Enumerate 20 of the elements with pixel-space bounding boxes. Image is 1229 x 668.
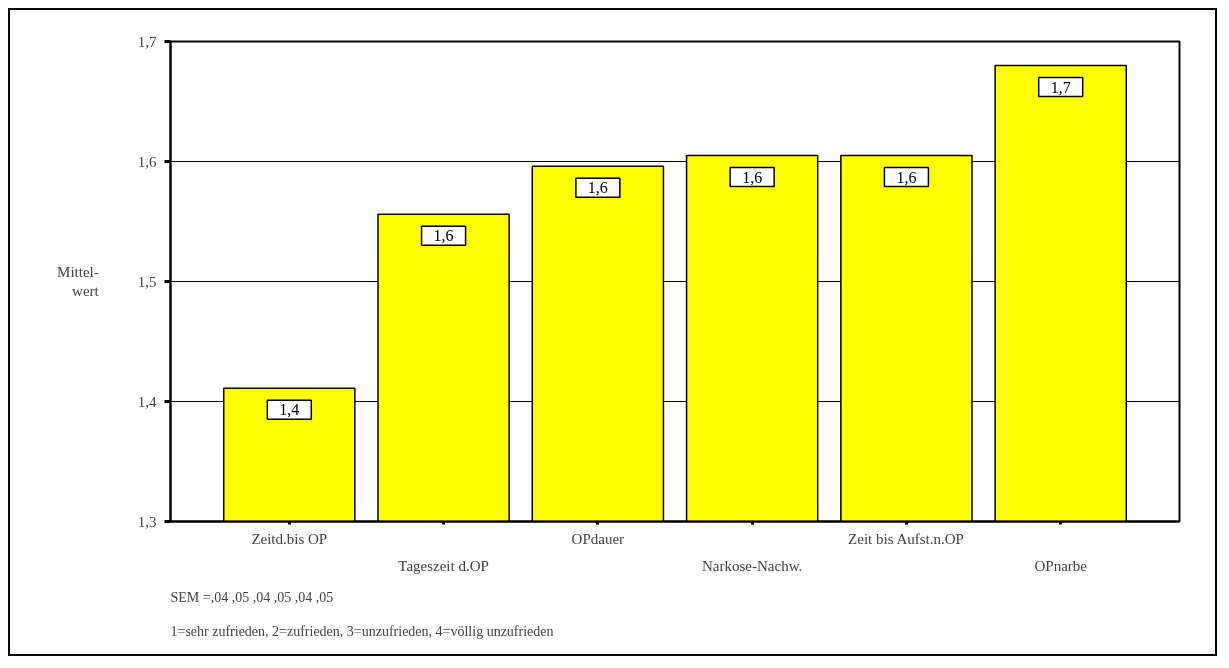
data-label: 1,6 [433, 227, 454, 245]
y-tick-label: 1,5 [137, 273, 157, 290]
y-tick-label: 1,4 [137, 393, 157, 410]
data-label: 1,4 [279, 401, 300, 419]
data-label: 1,6 [742, 168, 763, 186]
data-label: 1,6 [587, 179, 608, 197]
text: 1=sehr zufrieden, 2=zufrieden, 3=unzufrieden, 4=völlig unzufrieden [170, 623, 554, 639]
data-label: 1,6 [896, 168, 917, 186]
x-tick-label: OPdauer [571, 530, 625, 547]
x-tick-label: Zeitd.bis OP [251, 530, 328, 547]
text: SEM =,04 ,05 ,04 ,05 ,04 ,05 [170, 589, 334, 605]
data-label: 1,7 [1050, 78, 1071, 96]
y-tick-label: 1,3 [137, 513, 157, 530]
x-tick-label: Tageszeit d.OP [398, 557, 489, 574]
y-axis-title: Mittel- wert [57, 263, 100, 300]
x-tick-label: OPnarbe [1034, 557, 1088, 574]
x-tick-label: Zeit bis Aufst.n.OP [848, 530, 964, 547]
x-tick-label: Narkose-Nachw. [702, 557, 803, 574]
y-tick-label: 1,6 [137, 153, 157, 170]
y-tick-label: 1,7 [137, 33, 157, 50]
